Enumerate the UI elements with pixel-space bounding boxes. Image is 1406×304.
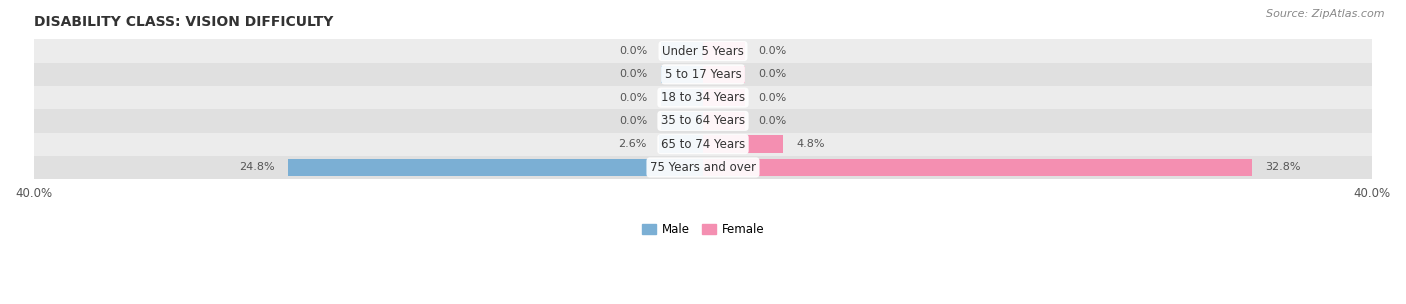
Text: 65 to 74 Years: 65 to 74 Years — [661, 138, 745, 151]
Text: 2.6%: 2.6% — [617, 139, 647, 149]
Bar — [661, 89, 703, 106]
Text: Source: ZipAtlas.com: Source: ZipAtlas.com — [1267, 9, 1385, 19]
Text: 0.0%: 0.0% — [758, 69, 786, 79]
Text: 0.0%: 0.0% — [620, 69, 648, 79]
Text: 0.0%: 0.0% — [758, 116, 786, 126]
Text: 0.0%: 0.0% — [758, 93, 786, 103]
Bar — [661, 112, 703, 130]
Text: Under 5 Years: Under 5 Years — [662, 45, 744, 57]
Bar — [703, 112, 745, 130]
Bar — [34, 156, 1372, 179]
Text: 5 to 17 Years: 5 to 17 Years — [665, 68, 741, 81]
Text: 0.0%: 0.0% — [620, 116, 648, 126]
Bar — [34, 133, 1372, 156]
Text: 35 to 64 Years: 35 to 64 Years — [661, 114, 745, 127]
Text: 75 Years and over: 75 Years and over — [650, 161, 756, 174]
Bar — [703, 42, 745, 60]
Bar — [288, 159, 703, 176]
Bar — [661, 66, 703, 83]
Text: 0.0%: 0.0% — [620, 46, 648, 56]
Text: 0.0%: 0.0% — [758, 46, 786, 56]
Bar — [703, 66, 745, 83]
Bar — [661, 42, 703, 60]
Bar — [34, 63, 1372, 86]
Bar — [34, 109, 1372, 133]
Text: 0.0%: 0.0% — [620, 93, 648, 103]
Bar — [34, 86, 1372, 109]
Bar — [703, 135, 783, 153]
Text: 18 to 34 Years: 18 to 34 Years — [661, 91, 745, 104]
Bar — [703, 159, 1251, 176]
Bar — [703, 89, 745, 106]
Text: DISABILITY CLASS: VISION DIFFICULTY: DISABILITY CLASS: VISION DIFFICULTY — [34, 15, 333, 29]
Legend: Male, Female: Male, Female — [641, 223, 765, 236]
Text: 4.8%: 4.8% — [797, 139, 825, 149]
Text: 24.8%: 24.8% — [239, 162, 274, 172]
Text: 32.8%: 32.8% — [1265, 162, 1301, 172]
Bar — [659, 135, 703, 153]
Bar — [34, 40, 1372, 63]
